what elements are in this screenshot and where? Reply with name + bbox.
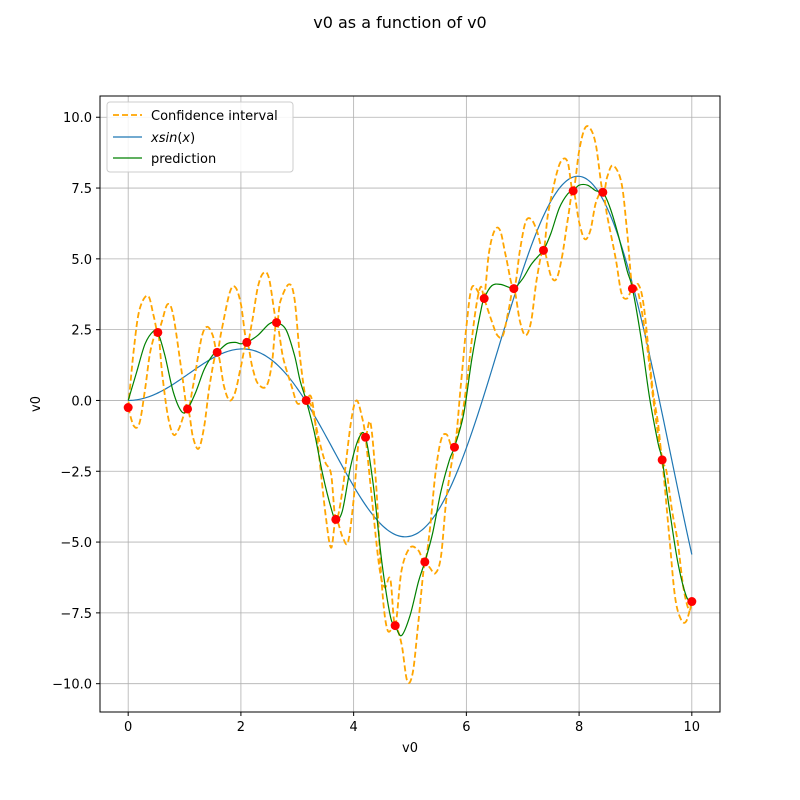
plot-frame (99, 95, 721, 713)
axis-ticks: 0 2 4 6 8 10 −10.0 −7.5 −5.0 −2.5 0.0 2.5 5.0 7.5 10.0 (52, 111, 700, 735)
observation-point (449, 442, 459, 452)
y-tick-label: −5.0 (60, 536, 92, 551)
observation-point (420, 557, 430, 567)
observation-point (272, 318, 282, 328)
observation-point (390, 621, 400, 631)
observation-point (361, 432, 371, 442)
observation-point (598, 187, 608, 197)
x-axis-label: v0 (402, 741, 418, 756)
legend-prediction-label: prediction (151, 152, 216, 167)
observation-points (123, 186, 697, 631)
x-tick-label: 10 (684, 720, 701, 735)
observation-point (627, 284, 637, 294)
y-tick-label: 7.5 (71, 182, 92, 197)
y-tick-label: 0.0 (71, 394, 92, 409)
x-tick-label: 4 (349, 720, 357, 735)
x-tick-label: 2 (237, 720, 245, 735)
observation-point (301, 395, 311, 405)
y-tick-label: 10.0 (63, 111, 92, 126)
legend-xsinx-label: xsin(x) (150, 131, 195, 146)
observation-point (212, 347, 222, 357)
legend: Confidence interval xsin(x) prediction (106, 101, 294, 173)
y-tick-label: 2.5 (71, 324, 92, 339)
y-tick-label: −10.0 (52, 678, 92, 693)
confidence-lower-line (127, 189, 693, 684)
legend-box (106, 101, 294, 173)
y-tick-label: −7.5 (60, 607, 92, 622)
observation-point (657, 455, 667, 465)
observation-point (123, 403, 133, 413)
observation-point (509, 284, 519, 294)
observation-point (687, 597, 697, 607)
x-tick-label: 8 (575, 720, 583, 735)
chart-title: v0 as a function of v0 (313, 13, 486, 32)
y-tick-label: −2.5 (60, 465, 92, 480)
observation-point (183, 404, 193, 414)
legend-confidence-label: Confidence interval (151, 109, 278, 124)
observation-point (242, 337, 252, 347)
grid (100, 96, 720, 712)
x-tick-label: 6 (462, 720, 470, 735)
observation-point (479, 294, 489, 304)
observation-point (153, 327, 163, 337)
x-tick-label: 0 (124, 720, 132, 735)
observation-point (568, 186, 578, 196)
observation-point (331, 514, 341, 524)
y-tick-label: 5.0 (71, 253, 92, 268)
y-axis-label: v0 (29, 396, 44, 412)
observation-point (538, 245, 548, 255)
